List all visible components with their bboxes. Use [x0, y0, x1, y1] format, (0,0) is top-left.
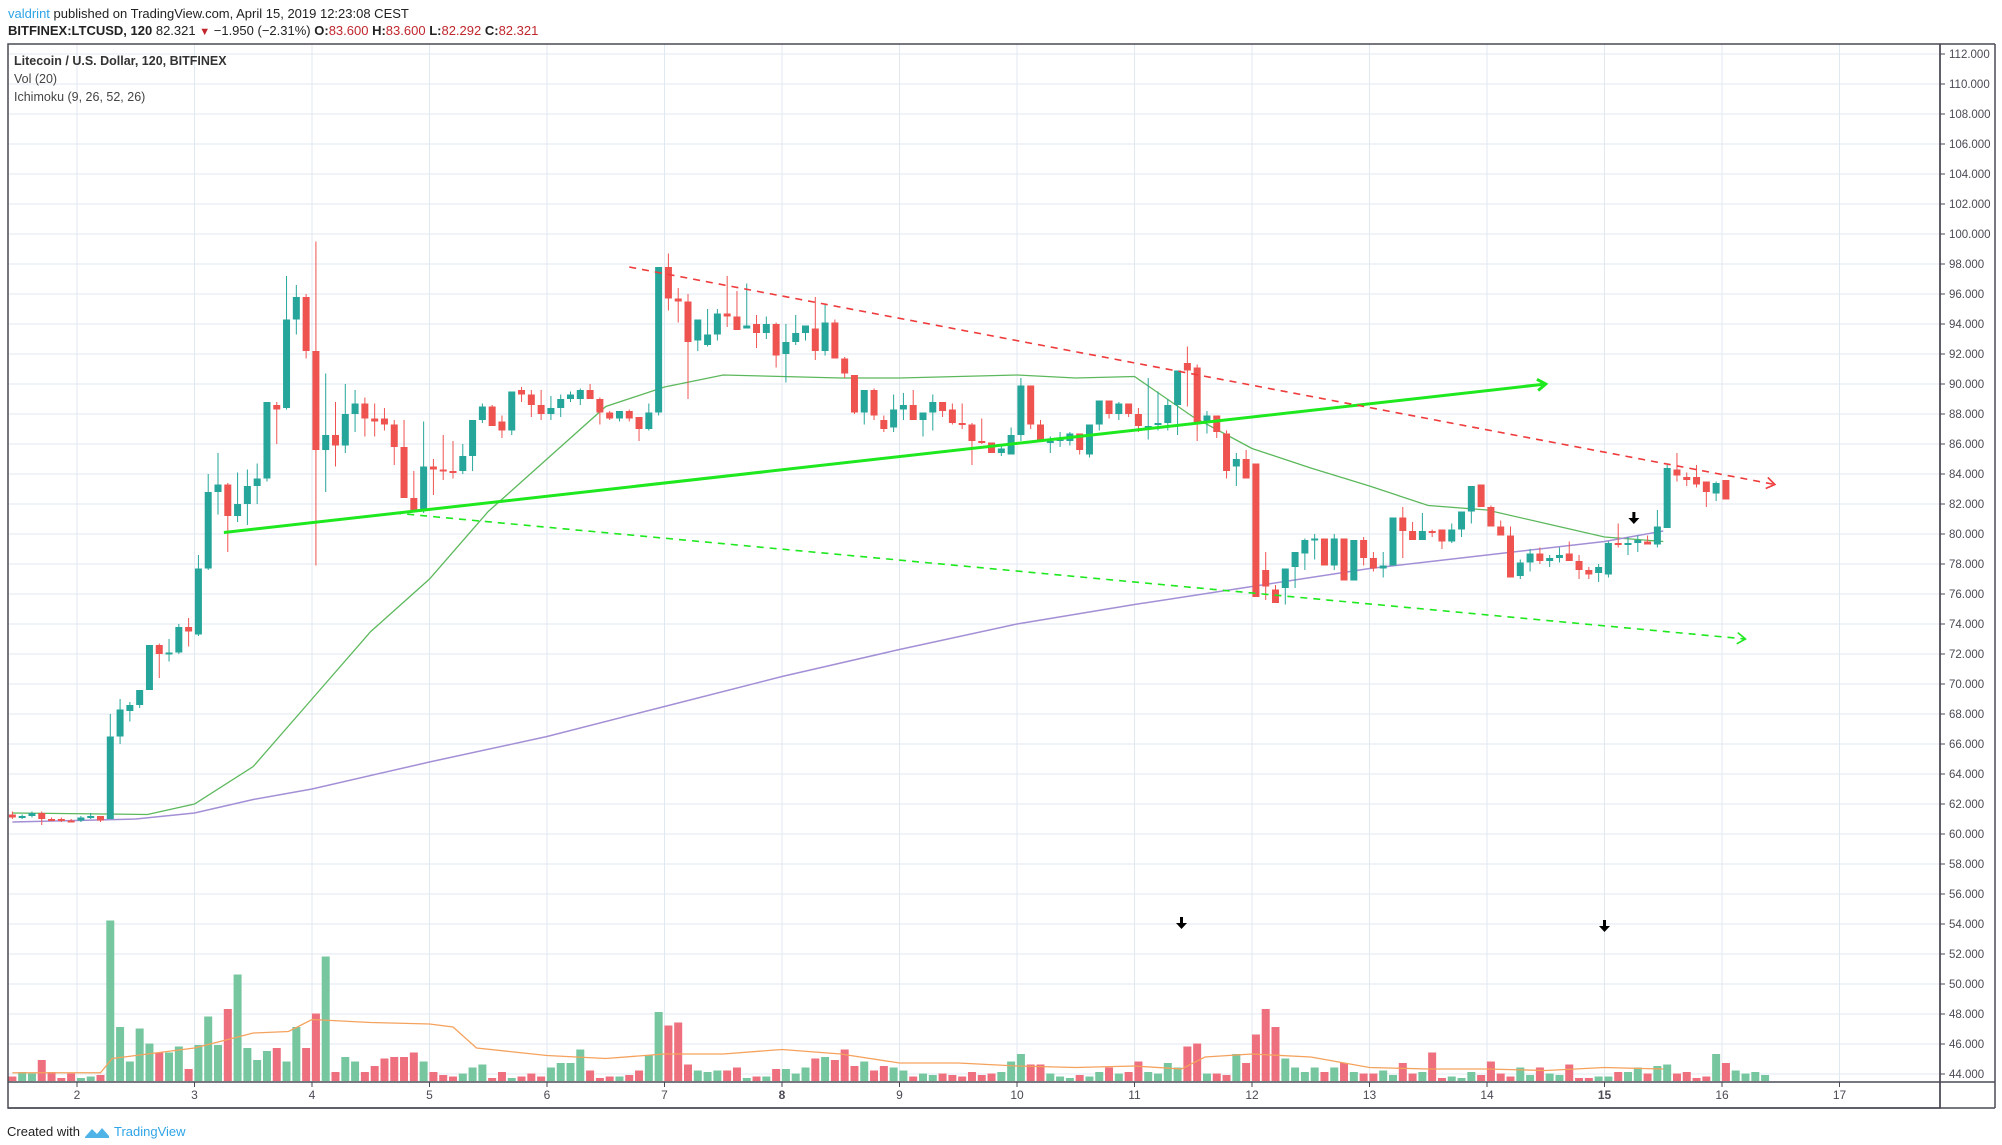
y-tick-label: 68.000: [1949, 709, 1984, 721]
chart-legend: Litecoin / U.S. Dollar, 120, BITFINEX Vo…: [14, 52, 227, 106]
low-value: 82.292: [441, 23, 482, 38]
x-tick-label: 7: [661, 1088, 668, 1102]
y-tick-label: 54.000: [1949, 919, 1984, 931]
ichimoku-indicator-label[interactable]: Ichimoku (9, 26, 52, 26): [14, 90, 146, 104]
close-label: C:: [484, 23, 499, 38]
y-tick-label: 104.000: [1949, 169, 1991, 181]
y-tick-label: 70.000: [1949, 679, 1984, 691]
y-tick-label: 66.000: [1949, 739, 1984, 751]
series-title[interactable]: Litecoin / U.S. Dollar, 120, BITFINEX: [14, 54, 227, 68]
y-tick-label: 80.000: [1949, 529, 1984, 541]
x-tick-label: 11: [1128, 1088, 1141, 1102]
y-tick-label: 110.000: [1949, 79, 1990, 91]
drawings: [223, 266, 1777, 932]
y-tick-label: 92.000: [1949, 349, 1984, 361]
x-tick-label: 12: [1245, 1088, 1259, 1102]
high-label: H:: [372, 23, 386, 38]
y-tick-label: 52.000: [1949, 949, 1984, 961]
published-text: published on TradingView.com, April 15, …: [49, 6, 409, 21]
x-tick-label: 6: [544, 1088, 551, 1102]
volume-bars: [8, 920, 1770, 1081]
y-tick-label: 62.000: [1949, 799, 1984, 811]
y-tick-label: 44.000: [1949, 1069, 1984, 1081]
x-tick-label: 4: [309, 1088, 316, 1102]
y-tick-label: 88.000: [1949, 409, 1984, 421]
y-tick-label: 94.000: [1949, 319, 1984, 331]
last-price: 82.321: [155, 23, 196, 38]
indicator-lines: [12, 374, 1664, 1074]
y-tick-label: 58.000: [1949, 859, 1984, 871]
x-tick-label: 17: [1833, 1088, 1847, 1102]
y-tick-label: 108.000: [1949, 109, 1991, 121]
y-tick-label: 76.000: [1949, 589, 1984, 601]
tradingview-logo-icon: [84, 1127, 109, 1138]
x-tick-label: 2: [74, 1088, 81, 1102]
y-tick-label: 60.000: [1949, 829, 1984, 841]
y-tick-label: 84.000: [1949, 469, 1984, 481]
y-tick-label: 90.000: [1949, 379, 1984, 391]
y-tick-label: 82.000: [1949, 499, 1984, 511]
y-tick-label: 98.000: [1949, 259, 1984, 271]
symbol-info: BITFINEX:LTCUSD, 120 82.321 ▼ −1.950 (−2…: [8, 23, 538, 38]
x-tick-label: 9: [896, 1088, 903, 1102]
x-tick-label: 15: [1598, 1088, 1612, 1102]
y-tick-label: 74.000: [1949, 619, 1984, 631]
open-value: 83.600: [328, 23, 369, 38]
close-value: 82.321: [498, 23, 539, 38]
x-tick-label: 10: [1010, 1088, 1024, 1102]
publish-info: valdrint published on TradingView.com, A…: [8, 6, 409, 21]
y-tick-label: 56.000: [1949, 889, 1984, 901]
x-tick-label: 13: [1363, 1088, 1377, 1102]
x-tick-label: 8: [779, 1088, 786, 1102]
x-tick-label: 3: [191, 1088, 198, 1102]
footer: Created with TradingView: [7, 1124, 186, 1139]
x-tick-label: 5: [426, 1088, 433, 1102]
high-value: 83.600: [385, 23, 426, 38]
author-link[interactable]: valdrint: [8, 6, 50, 21]
symbol-label: BITFINEX:LTCUSD, 120: [8, 23, 153, 38]
y-tick-label: 46.000: [1949, 1039, 1984, 1051]
down-triangle-icon: ▼: [199, 26, 211, 38]
tradingview-brand-link[interactable]: TradingView: [113, 1124, 186, 1139]
candlesticks: [8, 241, 1730, 825]
y-tick-label: 72.000: [1949, 649, 1984, 661]
y-tick-label: 112.000: [1949, 49, 1990, 61]
x-tick-label: 14: [1480, 1088, 1494, 1102]
y-tick-label: 78.000: [1949, 559, 1984, 571]
created-with-text: Created with: [7, 1124, 80, 1139]
price-change: −1.950 (−2.31%): [213, 23, 311, 38]
low-label: L:: [429, 23, 442, 38]
y-tick-label: 86.000: [1949, 439, 1984, 451]
open-label: O:: [314, 23, 329, 38]
volume-indicator-label[interactable]: Vol (20): [14, 72, 58, 86]
y-tick-label: 48.000: [1949, 1009, 1984, 1021]
y-tick-label: 106.000: [1949, 139, 1991, 151]
y-tick-label: 102.000: [1949, 199, 1991, 211]
x-tick-label: 16: [1715, 1088, 1729, 1102]
chart-grid: [8, 44, 1940, 1082]
y-tick-label: 50.000: [1949, 979, 1984, 991]
y-tick-label: 96.000: [1949, 289, 1984, 301]
y-tick-label: 64.000: [1949, 769, 1984, 781]
axes: 112.000 110.000 108.000 106.000 104.000 102.0…: [7, 43, 1996, 1109]
y-tick-label: 100.000: [1949, 229, 1991, 241]
